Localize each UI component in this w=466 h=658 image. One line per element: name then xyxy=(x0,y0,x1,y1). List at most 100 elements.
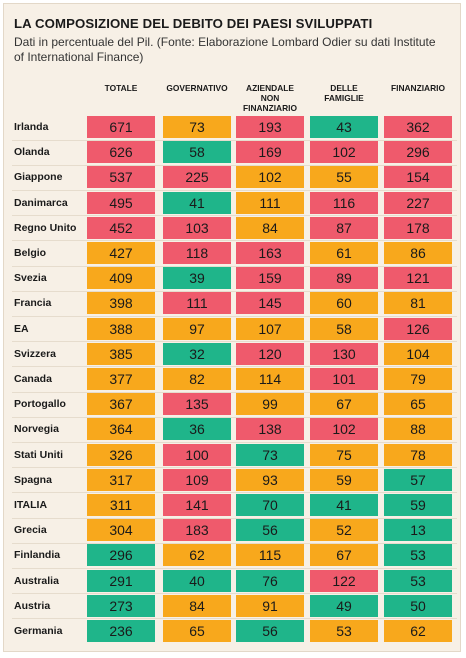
cell-aziendale: 115 xyxy=(236,544,304,567)
column-header-totale: TOTALE xyxy=(87,83,155,93)
cell-totale: 367 xyxy=(87,393,155,416)
row-divider xyxy=(12,189,457,191)
cell-famiglie: 87 xyxy=(310,216,378,239)
cell-famiglie: 53 xyxy=(310,620,378,642)
cell-totale: 537 xyxy=(87,166,155,189)
row-divider xyxy=(12,542,457,544)
cell-governativo: 183 xyxy=(163,519,231,542)
cell-totale: 427 xyxy=(87,242,155,264)
cell-totale: 385 xyxy=(87,342,155,365)
cell-finanziario: 154 xyxy=(384,166,452,189)
cell-famiglie: 59 xyxy=(310,468,378,491)
row-label-country: Norvegia xyxy=(14,423,59,436)
cell-governativo: 225 xyxy=(163,166,231,189)
cell-aziendale: 70 xyxy=(236,494,304,516)
cell-governativo: 135 xyxy=(163,393,231,416)
cell-aziendale: 93 xyxy=(236,468,304,491)
chart-subtitle: Dati in percentuale del Pil. (Fonte: Ela… xyxy=(14,35,436,64)
row-divider xyxy=(12,467,457,469)
row-label-country: Danimarca xyxy=(14,196,68,209)
cell-aziendale: 73 xyxy=(236,443,304,466)
cell-finanziario: 296 xyxy=(384,141,452,164)
row-divider xyxy=(12,567,457,569)
cell-totale: 495 xyxy=(87,191,155,214)
row-label-country: Finlandia xyxy=(14,549,61,562)
cell-totale: 311 xyxy=(87,494,155,516)
cell-totale: 626 xyxy=(87,141,155,164)
row-divider xyxy=(12,240,457,242)
column-header-line: TOTALE xyxy=(104,83,138,93)
cell-aziendale: 91 xyxy=(236,594,304,617)
chart-title: LA COMPOSIZIONE DEL DEBITO DEI PAESI SVI… xyxy=(14,16,373,31)
cell-aziendale: 76 xyxy=(236,569,304,592)
cell-famiglie: 43 xyxy=(310,116,378,138)
cell-aziendale: 99 xyxy=(236,393,304,416)
cell-totale: 409 xyxy=(87,267,155,290)
cell-totale: 388 xyxy=(87,317,155,340)
cell-governativo: 118 xyxy=(163,242,231,264)
cell-finanziario: 59 xyxy=(384,494,452,516)
cell-governativo: 32 xyxy=(163,342,231,365)
row-divider xyxy=(12,290,457,292)
column-header-line: FAMIGLIE xyxy=(324,93,364,103)
cell-finanziario: 53 xyxy=(384,544,452,567)
cell-finanziario: 79 xyxy=(384,368,452,390)
cell-aziendale: 193 xyxy=(236,116,304,138)
cell-governativo: 111 xyxy=(163,292,231,315)
cell-aziendale: 56 xyxy=(236,620,304,642)
row-divider xyxy=(12,416,457,418)
cell-governativo: 97 xyxy=(163,317,231,340)
cell-finanziario: 88 xyxy=(384,418,452,441)
row-divider xyxy=(12,593,457,595)
cell-totale: 291 xyxy=(87,569,155,592)
row-divider xyxy=(12,315,457,317)
row-label-country: Regno Unito xyxy=(14,221,77,234)
cell-aziendale: 159 xyxy=(236,267,304,290)
cell-governativo: 39 xyxy=(163,267,231,290)
row-label-country: Giappone xyxy=(14,171,63,184)
column-header-line: FINANZIARIO xyxy=(391,83,445,93)
cell-finanziario: 57 xyxy=(384,468,452,491)
row-divider xyxy=(12,391,457,393)
row-label-country: Australia xyxy=(14,574,59,587)
cell-famiglie: 61 xyxy=(310,242,378,264)
cell-finanziario: 62 xyxy=(384,620,452,642)
cell-aziendale: 163 xyxy=(236,242,304,264)
cell-aziendale: 169 xyxy=(236,141,304,164)
column-header-governativo: GOVERNATIVO xyxy=(163,83,231,93)
cell-aziendale: 107 xyxy=(236,317,304,340)
cell-aziendale: 102 xyxy=(236,166,304,189)
cell-totale: 317 xyxy=(87,468,155,491)
cell-totale: 452 xyxy=(87,216,155,239)
cell-totale: 273 xyxy=(87,594,155,617)
column-header-aziendale: AZIENDALE NON FINANZIARIO xyxy=(236,83,304,113)
cell-aziendale: 138 xyxy=(236,418,304,441)
cell-governativo: 84 xyxy=(163,594,231,617)
row-label-country: ITALIA xyxy=(14,499,48,511)
row-divider xyxy=(12,441,457,443)
row-divider xyxy=(12,139,457,141)
cell-totale: 671 xyxy=(87,116,155,138)
row-label-country: Stati Uniti xyxy=(14,448,63,461)
cell-finanziario: 78 xyxy=(384,443,452,466)
cell-finanziario: 362 xyxy=(384,116,452,138)
cell-aziendale: 56 xyxy=(236,519,304,542)
cell-famiglie: 102 xyxy=(310,418,378,441)
cell-governativo: 65 xyxy=(163,620,231,642)
cell-finanziario: 81 xyxy=(384,292,452,315)
column-header-finanziario: FINANZIARIO xyxy=(384,83,452,93)
row-divider xyxy=(12,492,457,494)
column-header-line: NON xyxy=(260,93,280,103)
cell-finanziario: 178 xyxy=(384,216,452,239)
cell-totale: 326 xyxy=(87,443,155,466)
cell-famiglie: 41 xyxy=(310,494,378,516)
row-divider xyxy=(12,265,457,267)
column-header-line: AZIENDALE xyxy=(246,83,294,93)
cell-governativo: 100 xyxy=(163,443,231,466)
cell-famiglie: 52 xyxy=(310,519,378,542)
row-label-country: Canada xyxy=(14,373,52,385)
cell-finanziario: 227 xyxy=(384,191,452,214)
cell-finanziario: 13 xyxy=(384,519,452,542)
cell-governativo: 103 xyxy=(163,216,231,239)
row-divider xyxy=(12,618,457,620)
